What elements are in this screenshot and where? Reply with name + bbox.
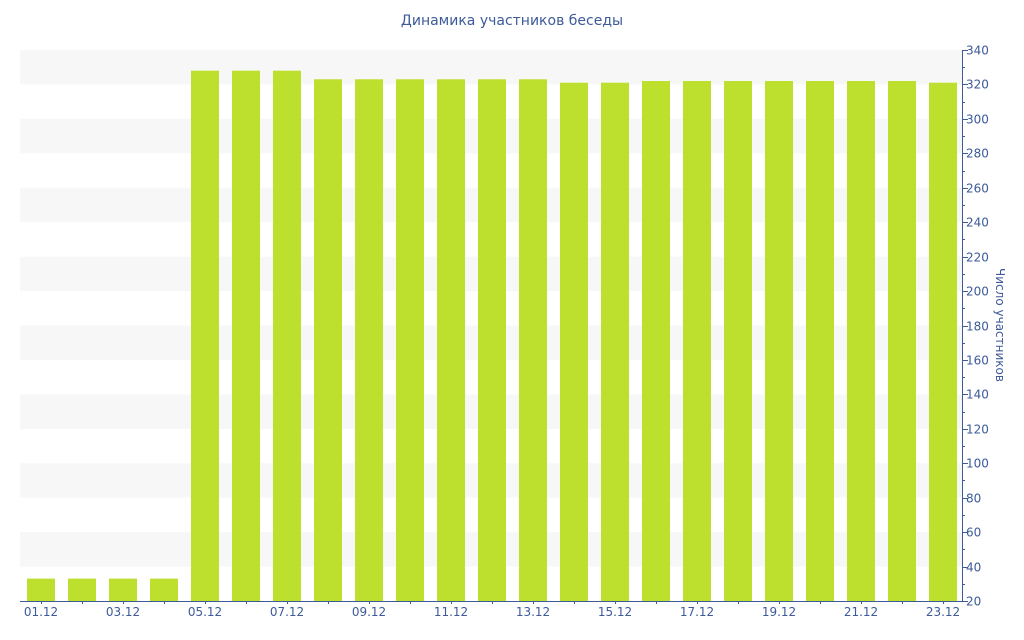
axes-group: 20 40 60 80 100 120 140 160 180 200 220 240 260 280 30… [20, 44, 989, 619]
bar-06.12 [232, 70, 260, 602]
y-tick-label: 320 [966, 78, 989, 92]
bar-21.12 [847, 80, 875, 601]
y-tick-label: 100 [966, 457, 989, 471]
bar-17.12 [683, 80, 711, 601]
y-tick-label: 80 [966, 492, 981, 506]
bar-19.12 [765, 80, 793, 601]
y-tick-label: 200 [966, 285, 989, 299]
bar-20.12 [806, 80, 834, 601]
bar-01.12 [27, 578, 55, 601]
y-tick-label: 220 [966, 251, 989, 265]
y-tick-label: 300 [966, 113, 989, 127]
bar-03.12 [109, 578, 137, 601]
bar-11.12 [437, 79, 465, 602]
y-tick-label: 180 [966, 320, 989, 334]
x-tick-label: 01.12 [24, 605, 58, 619]
x-tick-label: 17.12 [680, 605, 714, 619]
y-tick-label: 40 [966, 561, 981, 575]
y-tick-label: 120 [966, 423, 989, 437]
x-tick-label: 19.12 [762, 605, 796, 619]
x-tick-label: 11.12 [434, 605, 468, 619]
y-tick-label: 60 [966, 526, 981, 540]
bar-13.12 [519, 79, 547, 602]
bar-23.12 [929, 82, 957, 601]
bar-18.12 [724, 80, 752, 601]
bar-05.12 [191, 70, 219, 602]
bar-09.12 [355, 79, 383, 602]
x-tick-label: 21.12 [844, 605, 878, 619]
bar-12.12 [478, 79, 506, 602]
bar-14.12 [560, 82, 588, 601]
x-tick-label: 23.12 [926, 605, 960, 619]
bar-07.12 [273, 70, 301, 602]
y-tick-label: 20 [966, 595, 981, 609]
y-tick-label: 140 [966, 388, 989, 402]
bar-08.12 [314, 79, 342, 602]
chart-title: Динамика участников беседы [400, 13, 624, 29]
y-tick-label: 260 [966, 182, 989, 196]
x-tick-label: 03.12 [106, 605, 140, 619]
bar-04.12 [150, 578, 178, 601]
x-tick-label: 07.12 [270, 605, 304, 619]
bar-16.12 [642, 80, 670, 601]
grid-band [20, 50, 962, 85]
bar-02.12 [68, 578, 96, 601]
x-tick-label: 09.12 [352, 605, 386, 619]
x-tick-label: 05.12 [188, 605, 222, 619]
bar-22.12 [888, 80, 916, 601]
bar-15.12 [601, 82, 629, 601]
x-tick-label: 13.12 [516, 605, 550, 619]
y-tick-label: 280 [966, 147, 989, 161]
bars-group [27, 70, 957, 602]
y-tick-label: 340 [966, 44, 989, 58]
y-tick-label: 240 [966, 216, 989, 230]
y-tick-label: 160 [966, 354, 989, 368]
bar-10.12 [396, 79, 424, 602]
x-tick-label: 15.12 [598, 605, 632, 619]
